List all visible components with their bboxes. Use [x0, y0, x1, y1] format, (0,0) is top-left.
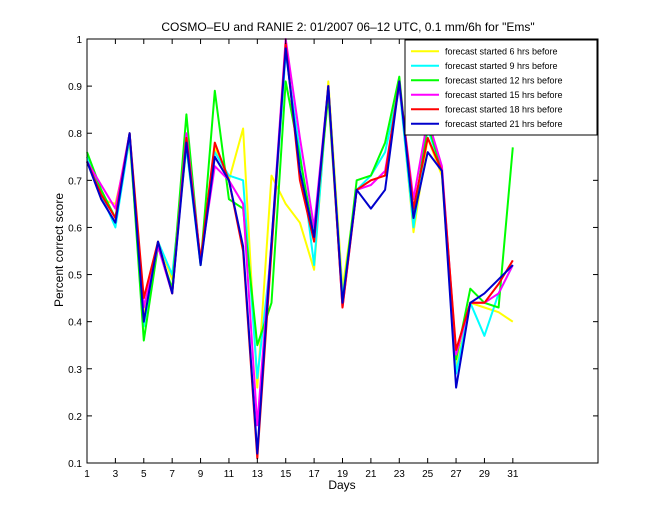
series-line-6	[86, 47, 514, 455]
x-tick-label: 17	[309, 469, 321, 480]
y-tick-label: 1	[76, 35, 82, 46]
legend-label-2: forecast started 9 hrs before	[445, 61, 558, 71]
y-tick-label: 0.3	[68, 365, 82, 376]
y-tick-label: 0.9	[68, 82, 82, 93]
x-tick-label: 19	[337, 469, 349, 480]
y-tick-label: 0.8	[68, 129, 82, 140]
x-tick-label: 23	[394, 469, 406, 480]
x-tick-label: 13	[252, 469, 264, 480]
y-tick-label: 0.7	[68, 176, 82, 187]
legend-label-3: forecast started 12 hrs before	[445, 75, 563, 85]
legend-box	[404, 39, 598, 136]
x-tick-label: 1	[84, 469, 90, 480]
x-tick-label: 27	[450, 469, 462, 480]
x-tick-label: 5	[141, 469, 147, 480]
x-tick-label: 15	[280, 469, 292, 480]
legend: forecast started 6 hrs before forecast st…	[404, 39, 598, 136]
x-tick-label: 11	[224, 469, 235, 480]
legend-label-1: forecast started 6 hrs before	[445, 46, 558, 56]
x-tick-label: 25	[422, 469, 434, 480]
x-axis-label: Days	[328, 478, 355, 492]
x-tick-label: 3	[113, 469, 119, 480]
y-tick-label: 0.5	[68, 271, 82, 282]
x-tick-label: 21	[365, 469, 377, 480]
axes: 1 3 5 7 9 11 13 15 17 19 21 23 25 27 29 310.10.20.30.40…	[68, 35, 599, 480]
x-tick-label: 31	[507, 469, 519, 480]
chart-title: COSMO–EU and RANIE 2: 01/2007 06–12 UTC,…	[161, 20, 534, 34]
y-tick-label: 0.2	[68, 412, 82, 423]
x-tick-label: 9	[198, 469, 204, 480]
x-tick-label: 29	[479, 469, 491, 480]
legend-label-4: forecast started 15 hrs before	[445, 90, 563, 100]
y-tick-label: 0.6	[68, 223, 82, 234]
y-tick-label: 0.4	[68, 318, 82, 329]
legend-label-6: forecast started 21 hrs before	[445, 119, 563, 129]
legend-label-5: forecast started 18 hrs before	[445, 104, 563, 114]
x-tick-label: 7	[169, 469, 175, 480]
y-axis-label: Percent correct score	[52, 193, 66, 307]
plot-area	[86, 38, 514, 460]
y-tick-label: 0.1	[68, 459, 82, 470]
